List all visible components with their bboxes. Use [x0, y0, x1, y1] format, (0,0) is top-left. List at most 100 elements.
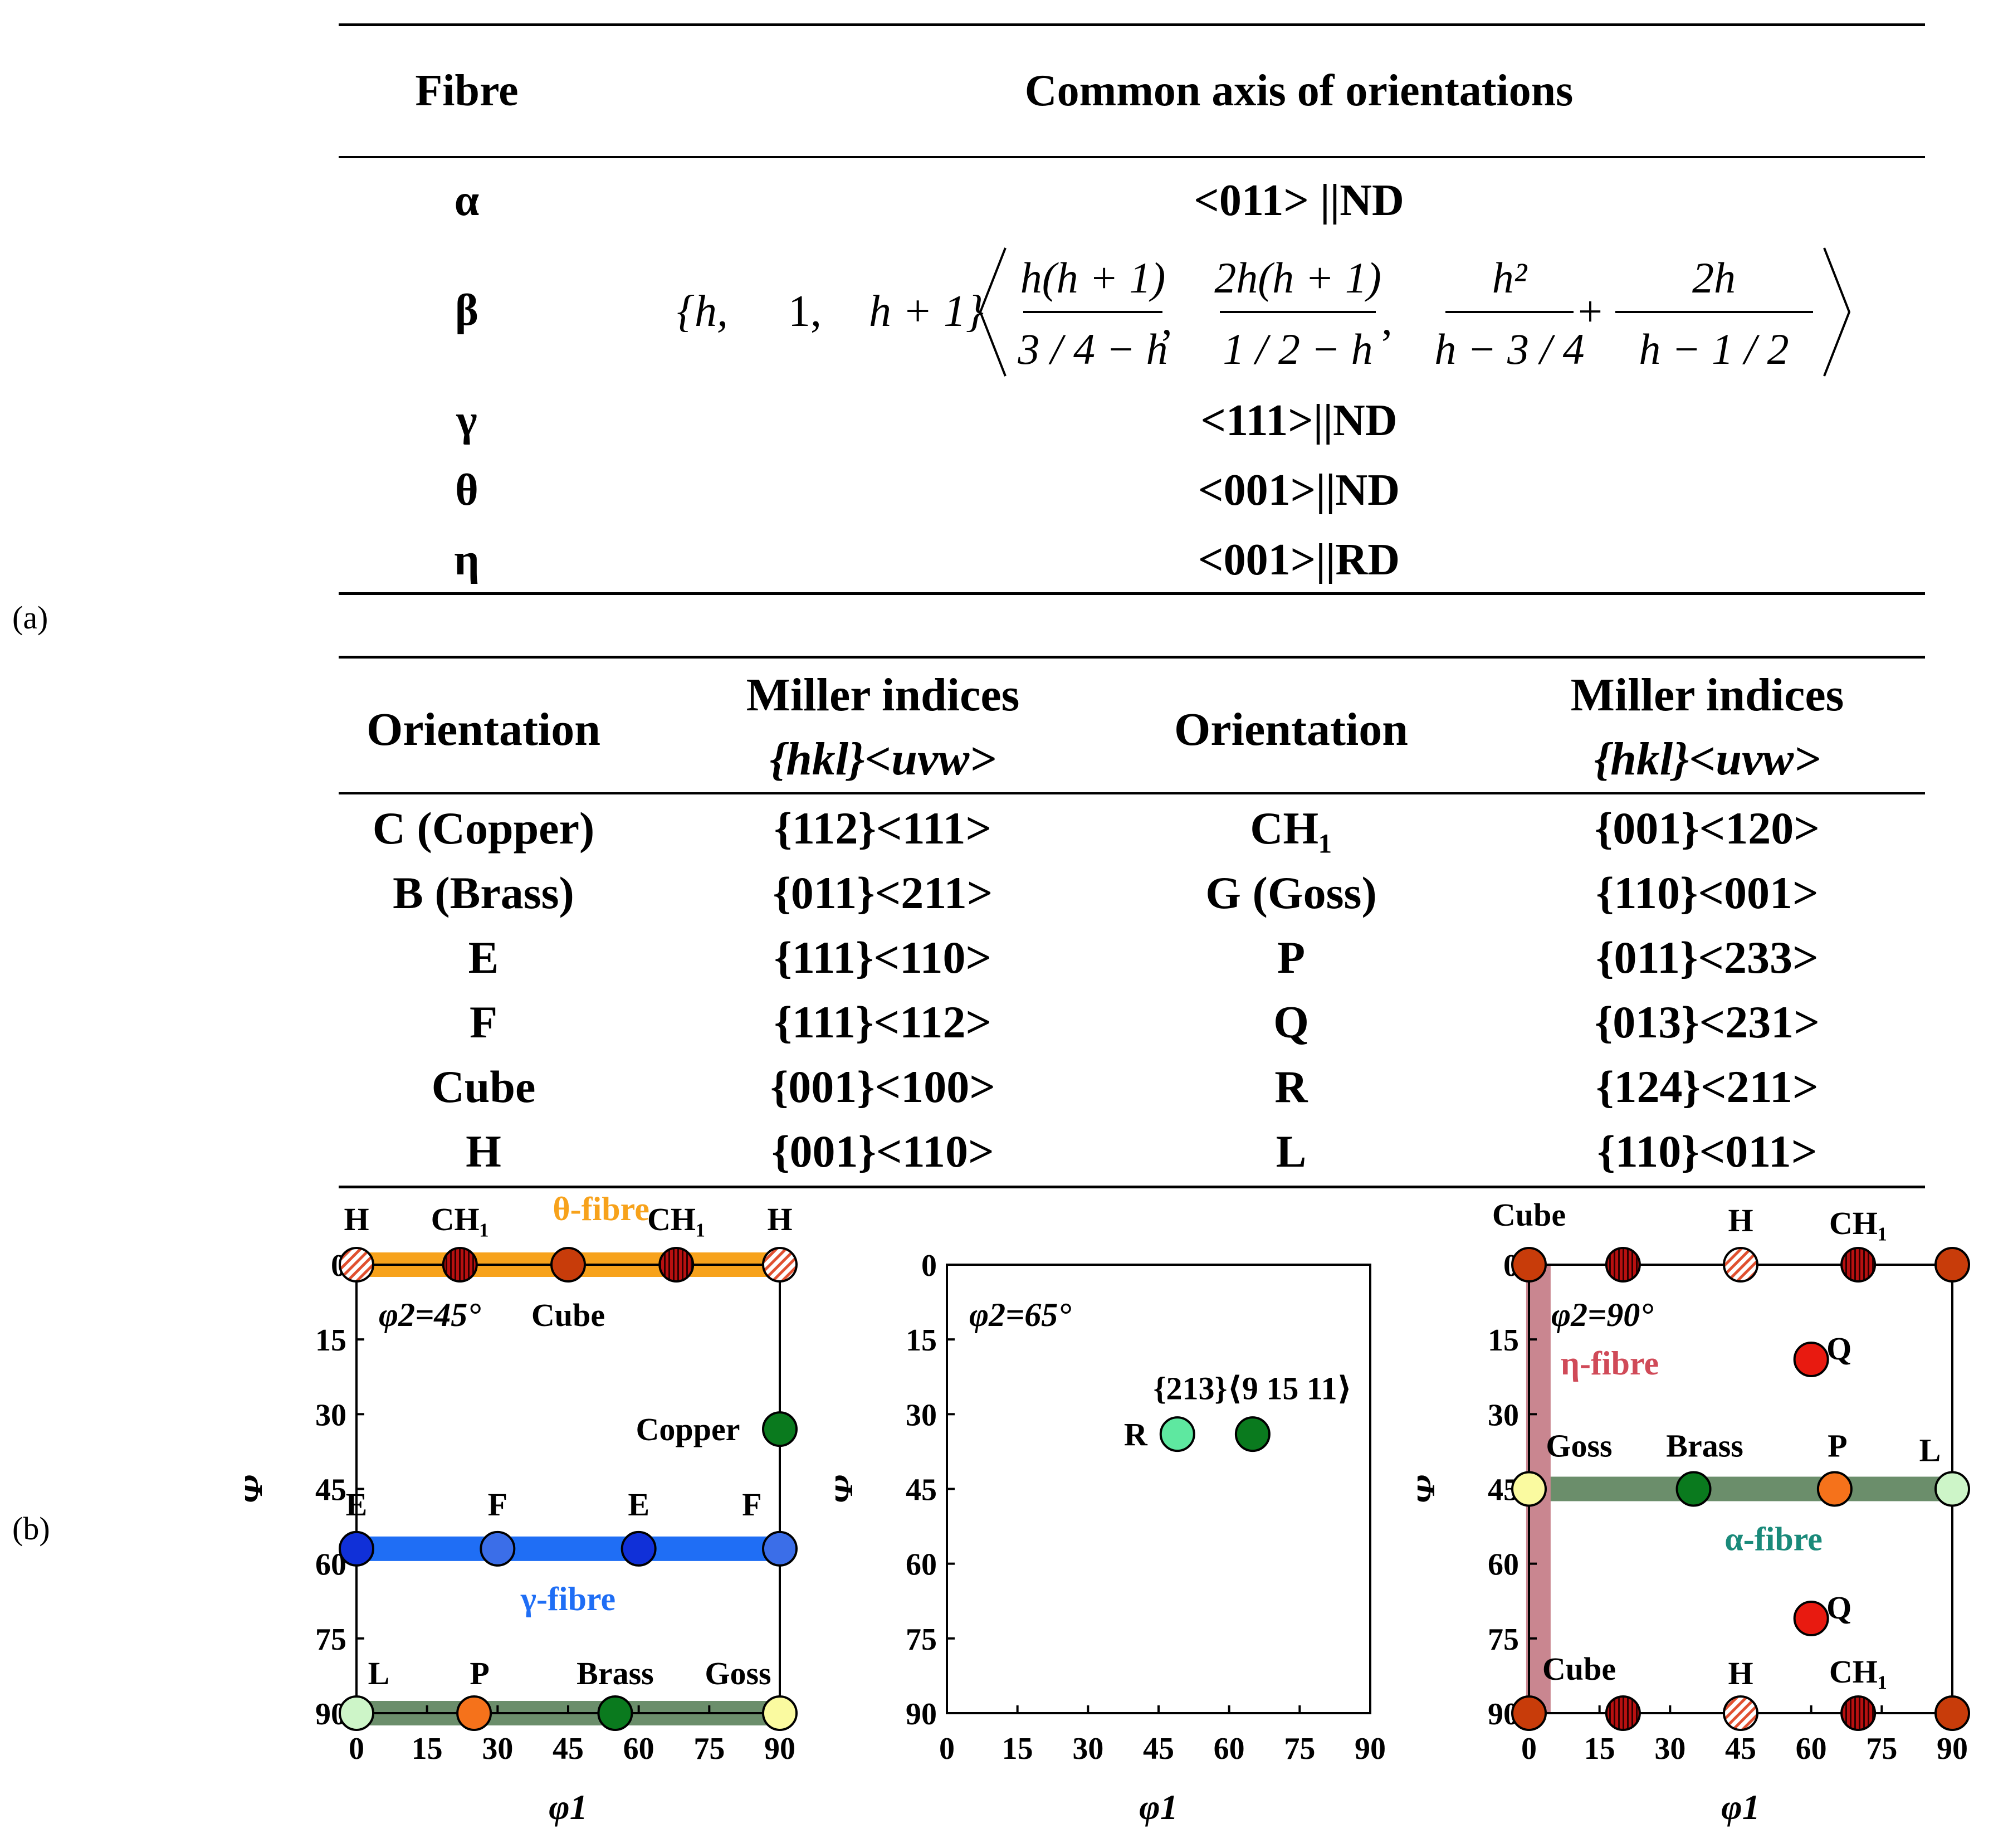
texture-point — [597, 1695, 633, 1731]
point-label: L — [1919, 1432, 1941, 1469]
texture-point — [456, 1695, 492, 1731]
beta-plane-1: 1, — [788, 287, 822, 336]
y-tick-label: 15 — [315, 1323, 346, 1358]
texture-point — [550, 1247, 586, 1283]
orient-row-1-o1: C (Copper) — [372, 803, 595, 854]
point-label: CH₁ — [1829, 1205, 1887, 1241]
axis-header: Common axis of orientations — [1024, 66, 1574, 115]
section-title: φ2=65° — [969, 1296, 1071, 1333]
point-label: Cube — [531, 1297, 605, 1333]
x-tick-label: 60 — [623, 1732, 654, 1766]
label-b: (b) — [12, 1510, 50, 1547]
texture-point — [442, 1247, 478, 1283]
texture-point — [762, 1247, 798, 1283]
texture-point — [1234, 1416, 1271, 1452]
beta-t1-den: 3 / 4 − h — [1017, 325, 1167, 373]
fibre-beta: β — [455, 286, 479, 335]
fibre-name-0: α-fibre — [1724, 1521, 1823, 1558]
orient-row-5-o2: R — [1274, 1061, 1308, 1112]
y-axis-label: Φ — [1418, 1475, 1442, 1503]
point-label: H — [767, 1201, 792, 1237]
orient-row-1-o2: CH₁ — [1250, 803, 1332, 854]
point-label: Cube — [1542, 1651, 1616, 1687]
orient-row-3-o1: E — [468, 932, 499, 983]
y-tick-label: 0 — [921, 1249, 937, 1283]
texture-point — [621, 1530, 657, 1567]
x-axis-label: φ1 — [549, 1787, 587, 1827]
fibre-name-1: γ-fibre — [520, 1581, 615, 1617]
y-tick-label: 30 — [315, 1398, 346, 1432]
beta-t2-num: 2h(h + 1) — [1214, 253, 1381, 302]
fibre-table-bottom-rule — [339, 592, 1925, 595]
y-axis-label: Φ — [245, 1475, 270, 1503]
texture-point — [1840, 1247, 1877, 1283]
axis-alpha: <011> ||ND — [1194, 176, 1404, 225]
vfibre-name-0: η-fibre — [1561, 1345, 1659, 1382]
fibre-gamma: γ — [456, 396, 477, 445]
fibre-name-0: θ-fibre — [553, 1192, 649, 1227]
x-tick-label: 15 — [1002, 1732, 1033, 1766]
fibre-header: Fibre — [415, 66, 519, 115]
texture-point — [1840, 1695, 1877, 1731]
fibre-alpha: α — [454, 176, 480, 225]
texture-point — [1816, 1471, 1853, 1507]
texture-point — [339, 1530, 374, 1567]
orient-row-5-m1: {001}<100> — [770, 1061, 996, 1112]
x-tick-label: 30 — [1072, 1732, 1103, 1766]
x-tick-label: 15 — [412, 1732, 443, 1766]
point-label: H — [344, 1201, 369, 1237]
point-label: CH₁ — [431, 1201, 489, 1237]
x-tick-label: 45 — [1725, 1732, 1756, 1766]
texture-point — [339, 1247, 374, 1283]
texture-point — [1605, 1695, 1641, 1731]
texture-point — [480, 1530, 516, 1567]
beta-formula: {h, 1, h + 1} h(h + 1) 3 / 4 − h , 2h(h … — [677, 247, 1851, 377]
axis-theta: <001>||ND — [1198, 466, 1400, 515]
orient-row-3-o2: P — [1277, 932, 1306, 983]
y-tick-label: 75 — [906, 1622, 937, 1657]
orient-row-6-m1: {001}<110> — [771, 1126, 994, 1177]
texture-point — [762, 1411, 798, 1447]
annotation-label: {213}⟨9 15 11⟩ — [1154, 1371, 1352, 1407]
orient-row-3-m2: {011}<233> — [1596, 932, 1819, 983]
y-tick-label: 30 — [906, 1398, 937, 1432]
orient-row-4-m1: {111}<112> — [774, 997, 992, 1047]
beta-t4-den: h − 1 / 2 — [1639, 325, 1789, 373]
point-label: CH₁ — [1829, 1654, 1887, 1690]
x-tick-label: 0 — [939, 1732, 955, 1766]
orient-row-3-m1: {111}<110> — [774, 932, 992, 983]
fibre-table-top-rule — [339, 23, 1925, 26]
texture-point — [1793, 1341, 1829, 1377]
y-tick-label: 45 — [906, 1473, 937, 1508]
y-tick-label: 15 — [906, 1323, 937, 1358]
beta-plane-last: h + 1} — [869, 287, 984, 336]
x-tick-label: 0 — [349, 1732, 364, 1766]
point-label: CH₁ — [647, 1201, 705, 1237]
beta-plane-h: {h, — [677, 287, 728, 336]
point-label: Brass — [576, 1655, 654, 1691]
orient-row-5-m2: {124}<211> — [1596, 1061, 1819, 1112]
orient-row-6-o1: H — [466, 1126, 501, 1177]
y-tick-label: 90 — [906, 1697, 937, 1732]
texture-point — [1511, 1695, 1547, 1731]
y-axis-label: Φ — [836, 1475, 860, 1503]
point-label: Q — [1826, 1589, 1851, 1626]
texture-point — [1934, 1471, 1970, 1507]
point-label: F — [742, 1486, 761, 1523]
odf-section-phi2-65: 01530456075900153045607590φ1Φφ2=65°{213}… — [836, 1249, 1386, 1827]
orientation-header-1: Orientation — [367, 704, 600, 755]
orient-row-4-m2: {013}<231> — [1594, 997, 1820, 1047]
orient-row-6-m2: {110}<011> — [1597, 1126, 1818, 1177]
orientation-table-top-rule — [339, 656, 1925, 659]
orient-row-4-o1: F — [469, 997, 498, 1047]
odf-section-phi2-90: 01530456075900153045607590φ1Φφ2=90°α-fib… — [1418, 1197, 1970, 1827]
point-label: P — [1828, 1428, 1847, 1464]
point-label: R — [1124, 1416, 1148, 1452]
x-tick-label: 75 — [693, 1732, 725, 1766]
x-tick-label: 45 — [1143, 1732, 1174, 1766]
x-axis-label: φ1 — [1139, 1787, 1178, 1827]
point-label: Copper — [636, 1411, 740, 1447]
texture-point — [1934, 1695, 1970, 1731]
texture-point — [658, 1247, 695, 1283]
texture-point — [1511, 1471, 1547, 1507]
